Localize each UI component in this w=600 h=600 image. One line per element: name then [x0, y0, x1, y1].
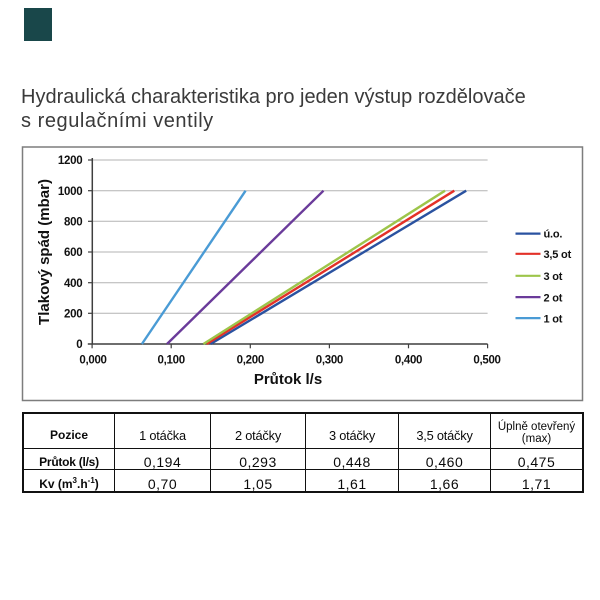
- svg-text:0,500: 0,500: [473, 355, 500, 367]
- svg-text:3 ot: 3 ot: [544, 271, 563, 283]
- svg-text:2 ot: 2 ot: [544, 292, 563, 304]
- svg-text:200: 200: [64, 308, 82, 320]
- svg-text:Průtok l/s: Průtok l/s: [254, 371, 322, 388]
- svg-text:0,000: 0,000: [79, 355, 106, 367]
- svg-text:0,100: 0,100: [158, 355, 185, 367]
- svg-text:600: 600: [64, 247, 82, 259]
- svg-text:1000: 1000: [58, 186, 82, 198]
- svg-text:400: 400: [64, 278, 82, 290]
- svg-text:0,400: 0,400: [395, 355, 422, 367]
- svg-text:0,200: 0,200: [237, 355, 264, 367]
- svg-text:ú.o.: ú.o.: [544, 229, 563, 241]
- svg-text:0,300: 0,300: [316, 355, 343, 367]
- svg-text:Tlakový spád (mbar): Tlakový spád (mbar): [36, 179, 53, 325]
- svg-text:800: 800: [64, 216, 82, 228]
- svg-text:1200: 1200: [58, 155, 82, 167]
- svg-text:3,5 ot: 3,5 ot: [544, 249, 572, 261]
- svg-text:1 ot: 1 ot: [544, 313, 563, 325]
- svg-text:0: 0: [76, 339, 82, 351]
